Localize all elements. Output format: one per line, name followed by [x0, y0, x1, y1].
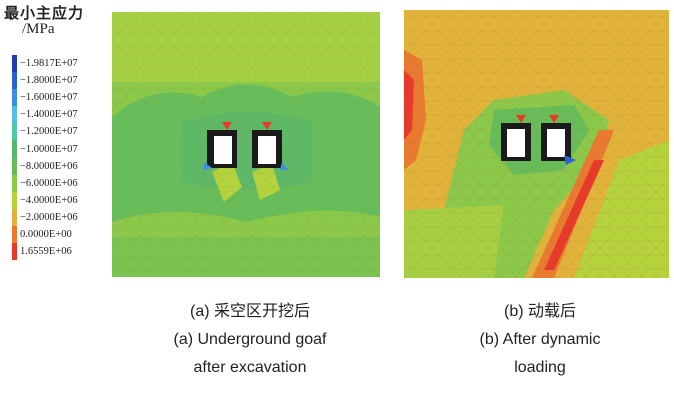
- panel-b-blue-concentration: [564, 155, 576, 165]
- legend-label: −1.6000E+07: [20, 92, 78, 104]
- panel-b-red-concentration: [549, 115, 559, 123]
- panel-a-caption-en-1: (a) Underground goaf: [173, 331, 327, 348]
- legend-entry: −1.9817E+07: [12, 55, 112, 73]
- legend-entry: −1.6000E+07: [12, 89, 112, 107]
- legend-label: −2.0000E+06: [20, 211, 78, 223]
- legend-swatch: [12, 157, 17, 175]
- panel-b-red-concentration: [516, 115, 526, 123]
- legend-label: −6.0000E+06: [20, 177, 78, 189]
- legend-swatch: [12, 208, 17, 226]
- legend-label: −1.4000E+07: [20, 109, 78, 121]
- legend-swatch: [12, 89, 17, 107]
- legend-swatch: [12, 191, 17, 209]
- panel-b-caption-cn: (b) 动载后: [503, 303, 576, 320]
- panel-a-caption: (a) 采空区开挖后 (a) Underground goaf after ex…: [130, 298, 370, 382]
- legend-label: 0.0000E+00: [20, 228, 72, 240]
- panel-b-caption: (b) 动载后 (b) After dynamic loading: [425, 298, 655, 382]
- panel-b-mesh: [404, 10, 669, 278]
- legend-entry: −8.0000E+06: [12, 157, 112, 175]
- legend-title-unit: /MPa: [22, 21, 55, 37]
- legend-swatch: [12, 225, 17, 244]
- legend-label: −1.9817E+07: [20, 58, 78, 70]
- panel-a-caption-cn: (a) 采空区开挖后: [189, 303, 310, 320]
- legend-entry: −2.0000E+06: [12, 208, 112, 226]
- legend-entry: 1.6559E+06: [12, 243, 112, 261]
- legend-entry: −1.8000E+07: [12, 72, 112, 90]
- panel-b-caption-en-2: loading: [514, 359, 566, 376]
- legend-swatch: [12, 55, 17, 73]
- panel-b-goaf-right-void: [547, 129, 565, 157]
- legend-entry: −1.2000E+07: [12, 123, 112, 141]
- panel-b-caption-en-1: (b) After dynamic: [479, 331, 601, 348]
- panel-a-red-concentration: [262, 122, 272, 130]
- panel-a-blue-concentration: [204, 162, 212, 170]
- legend-entry: −4.0000E+06: [12, 191, 112, 209]
- legend-entry: −1.4000E+07: [12, 106, 112, 124]
- legend-entry: 0.0000E+00: [12, 225, 112, 244]
- legend-swatch: [12, 174, 17, 192]
- panel-a-goaf-right-void: [258, 136, 276, 164]
- legend-entry: −1.0000E+07: [12, 140, 112, 158]
- panel-a-caption-en-2: after excavation: [193, 359, 307, 376]
- legend-label: −8.0000E+06: [20, 160, 78, 172]
- legend-title: 最小主应力 /MPa: [4, 2, 114, 38]
- legend-swatch: [12, 106, 17, 124]
- panel-b-goaf-left-void: [507, 129, 525, 157]
- legend-swatch: [12, 123, 17, 141]
- panel-a-goaf-left-void: [214, 136, 232, 164]
- legend-title-main: 最小主应力: [4, 6, 85, 22]
- legend-swatch: [12, 243, 17, 261]
- legend-label: −1.8000E+07: [20, 75, 78, 87]
- legend-label: −1.0000E+07: [20, 143, 78, 155]
- panel-a-blue-concentration: [280, 162, 288, 170]
- panel-b-svg: [404, 10, 669, 278]
- color-legend: −1.9817E+07 −1.8000E+07 −1.6000E+07 −1.4000…: [12, 55, 112, 261]
- legend-label: −1.2000E+07: [20, 126, 78, 138]
- legend-swatch: [12, 72, 17, 90]
- panel-a-mesh: [112, 12, 380, 277]
- legend-entry: −6.0000E+06: [12, 174, 112, 192]
- panel-b-contour: [404, 10, 669, 278]
- legend-label: −4.0000E+06: [20, 194, 78, 206]
- panel-a-red-concentration: [222, 122, 232, 130]
- legend-label: 1.6559E+06: [20, 246, 72, 258]
- panel-a-svg: [112, 12, 380, 277]
- legend-swatch: [12, 140, 17, 158]
- panel-a-contour: [112, 12, 380, 277]
